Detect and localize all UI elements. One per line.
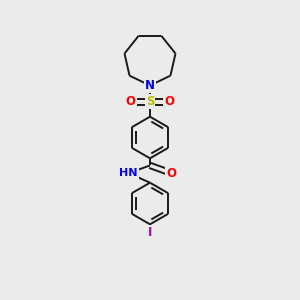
- Text: O: O: [126, 95, 136, 108]
- Text: O: O: [167, 167, 176, 180]
- Text: O: O: [164, 95, 174, 108]
- Text: HN: HN: [119, 168, 138, 178]
- Text: N: N: [145, 79, 155, 92]
- Text: I: I: [148, 226, 152, 239]
- Text: S: S: [146, 95, 154, 108]
